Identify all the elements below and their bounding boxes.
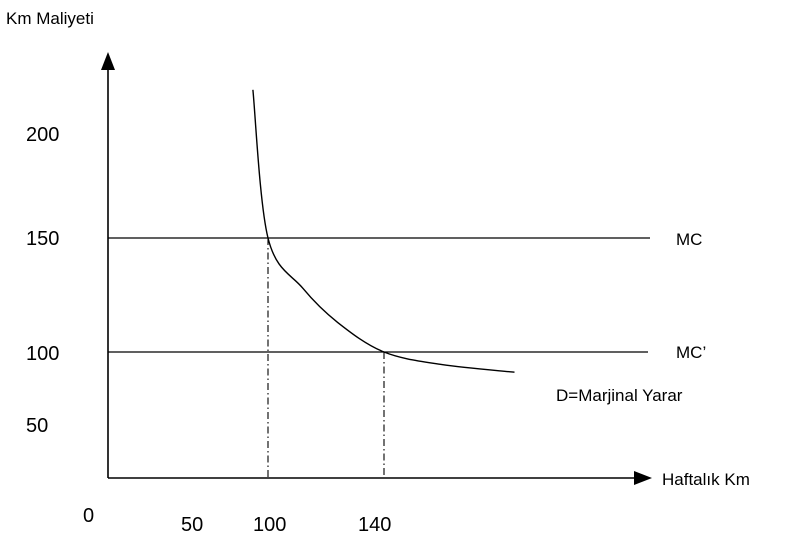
x-axis-label: Haftalık Km [662, 470, 750, 489]
mc-label: MC [676, 230, 702, 249]
x-tick-140: 140 [358, 514, 391, 536]
y-axis-label: Km Maliyeti [6, 9, 94, 28]
y-tick-50: 50 [26, 415, 48, 437]
x-tick-50: 50 [181, 514, 203, 536]
y-tick-200: 200 [26, 124, 59, 146]
mc-prime-label: MC’ [676, 343, 706, 362]
y-axis-arrow [101, 52, 115, 70]
demand-curve [252, 89, 515, 373]
y-tick-150: 150 [26, 228, 59, 250]
origin-label: 0 [83, 505, 94, 527]
x-tick-100: 100 [253, 514, 286, 536]
demand-label: D=Marjinal Yarar [556, 386, 683, 405]
x-axis-arrow [634, 471, 652, 485]
y-tick-100: 100 [26, 343, 59, 365]
